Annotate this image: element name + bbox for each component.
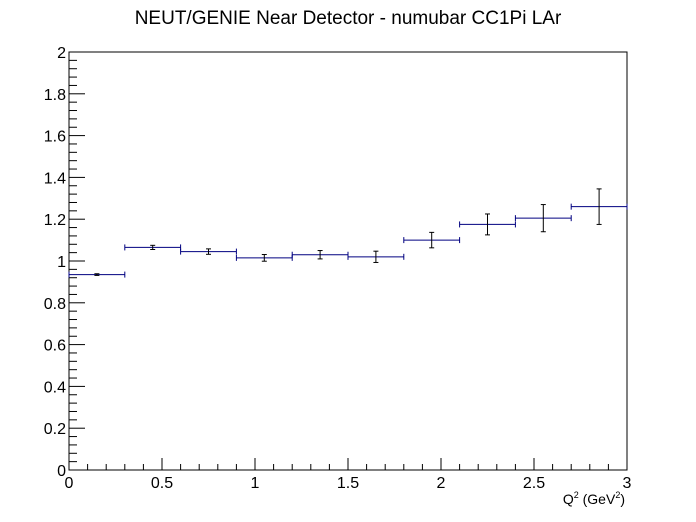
data-point — [514, 204, 572, 233]
x-axis-title-mid: (GeV — [579, 491, 616, 507]
data-point — [180, 248, 237, 255]
x-axis-title-sup1: 2 — [574, 490, 579, 500]
data-point — [459, 213, 516, 236]
data-point — [68, 271, 126, 278]
x-tick-label: 0.5 — [151, 475, 173, 492]
data-points — [68, 188, 628, 278]
y-tick-label: 0.6 — [44, 338, 66, 355]
y-tick-label: 0.8 — [44, 296, 66, 313]
x-axis-title-base: Q — [563, 491, 574, 507]
x-tick-label: 1.5 — [337, 475, 359, 492]
plot-frame — [68, 51, 628, 471]
y-tick-label: 2 — [57, 45, 66, 62]
y-tick-label: 1.2 — [44, 212, 66, 229]
data-point — [570, 188, 628, 225]
x-axis-title-sup2: 2 — [615, 490, 620, 500]
x-axis-title: Q2 (GeV2) — [563, 490, 625, 507]
x-tick-label: 2 — [437, 475, 446, 492]
y-tick-label: 1.8 — [44, 87, 66, 104]
y-tick-label: 1.6 — [44, 129, 66, 146]
x-tick-label: 2.5 — [523, 475, 545, 492]
data-point — [347, 250, 405, 263]
data-point — [291, 250, 349, 260]
y-tick-label: 0 — [57, 463, 66, 480]
chart-title: NEUT/GENIE Near Detector - numubar CC1Pi… — [135, 8, 562, 29]
x-axis-title-end: ) — [620, 491, 625, 507]
data-point — [403, 231, 461, 249]
axes: 0 0.5 1 1.5 2 2.5 3 0 0.2 0.4 0.6 0.8 1 1.2 1.4 1.6 1.8 2 — [44, 45, 632, 492]
x-tick-label: 3 — [623, 475, 632, 492]
y-tick-label: 0.4 — [44, 379, 66, 396]
x-tick-label: 1 — [251, 475, 260, 492]
data-point — [235, 254, 293, 262]
y-tick-label: 0.2 — [44, 421, 66, 438]
data-point — [124, 244, 182, 251]
y-tick-label: 1.4 — [44, 170, 66, 187]
y-tick-label: 1 — [57, 254, 66, 271]
x-tick-label: 0 — [65, 475, 74, 492]
